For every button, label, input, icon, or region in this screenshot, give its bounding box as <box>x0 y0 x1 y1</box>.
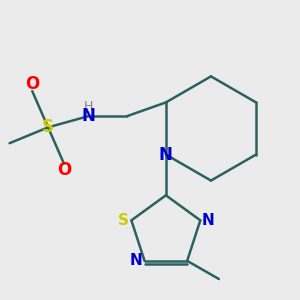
Text: N: N <box>159 146 173 164</box>
Text: S: S <box>118 213 129 228</box>
Text: O: O <box>57 161 71 179</box>
Text: N: N <box>202 213 215 228</box>
Text: S: S <box>42 118 54 136</box>
Text: N: N <box>82 107 96 125</box>
Text: H: H <box>84 100 94 112</box>
Text: N: N <box>130 254 143 268</box>
Text: O: O <box>25 75 39 93</box>
